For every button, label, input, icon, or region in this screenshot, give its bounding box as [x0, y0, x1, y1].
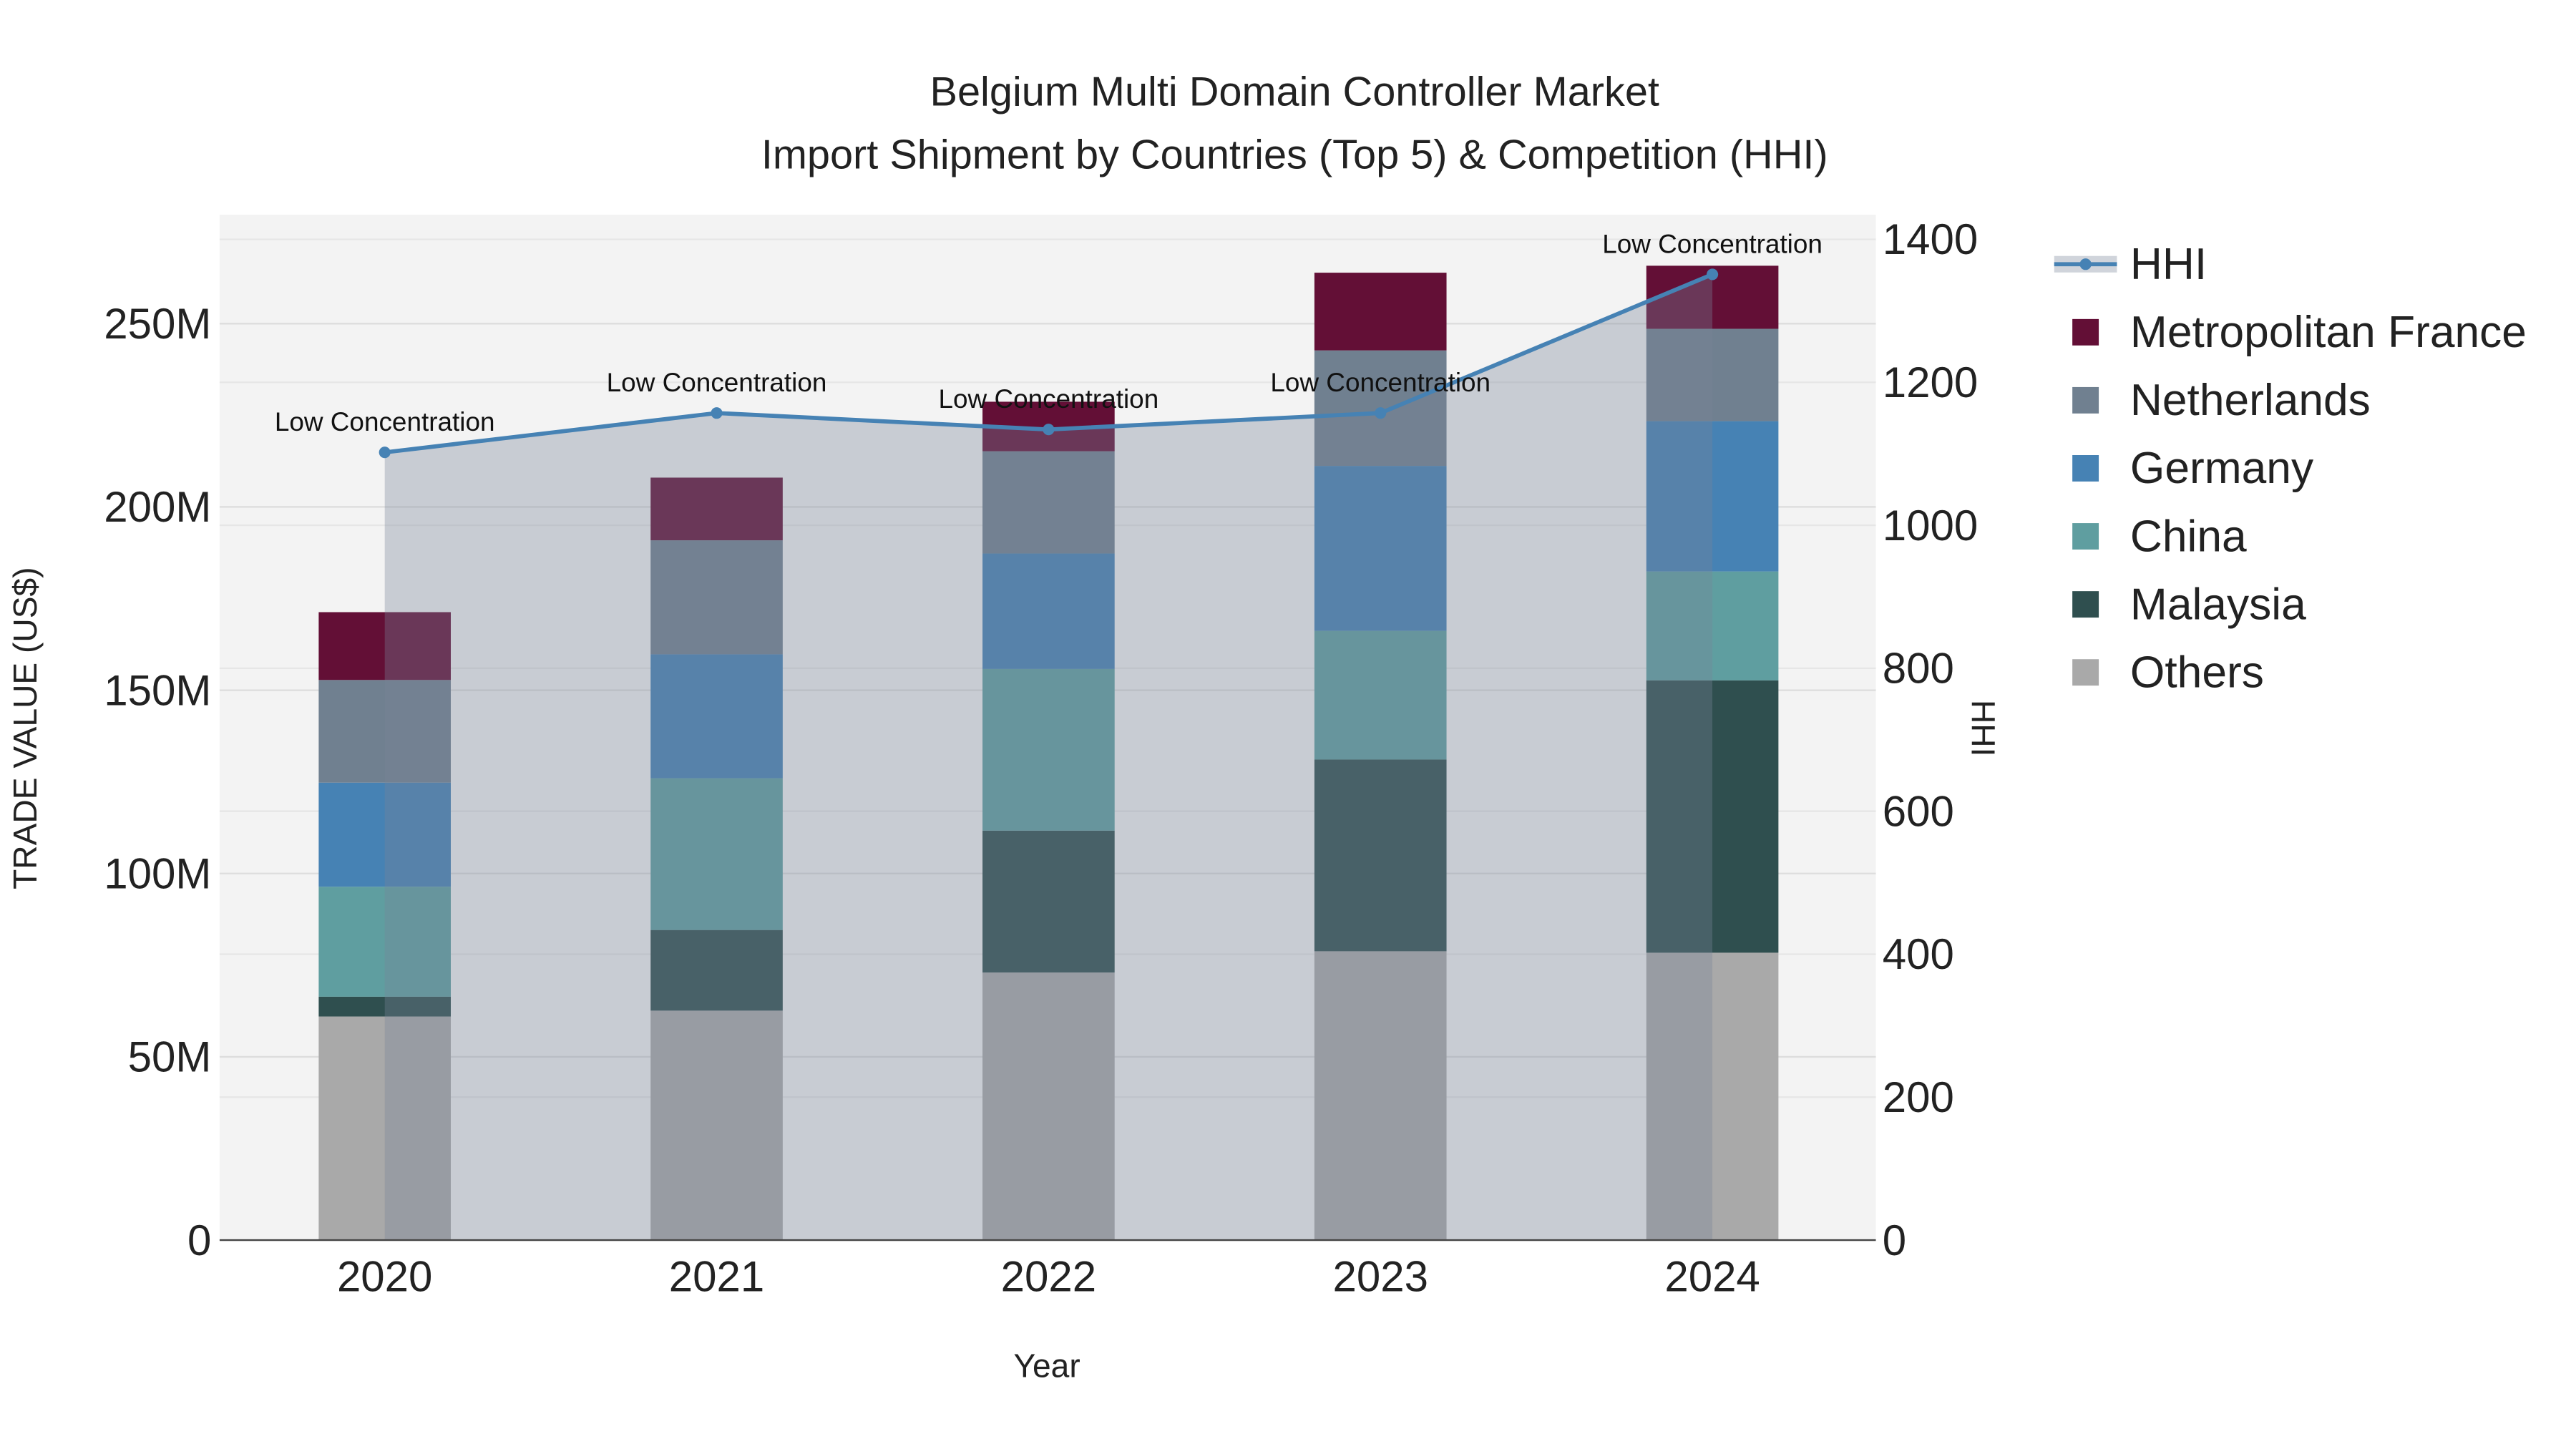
- y2-tick-label: 200: [1883, 1073, 1954, 1121]
- bar-malaysia: [982, 830, 1115, 973]
- bar-others: [650, 1010, 783, 1241]
- hhi-point: [1707, 268, 1719, 280]
- x-tick-label: 2023: [1332, 1253, 1428, 1301]
- legend-swatch: [2072, 523, 2099, 550]
- y2-tick-label: 0: [1883, 1216, 1906, 1264]
- bar-metropolitan-france: [650, 477, 783, 541]
- bar-germany: [318, 782, 451, 887]
- hhi-point: [379, 447, 391, 459]
- bar-metropolitan-france: [1314, 273, 1447, 351]
- y-tick-label: 200M: [104, 483, 211, 531]
- legend-swatch: [2072, 318, 2099, 346]
- y-tick-label: 100M: [104, 850, 211, 898]
- x-tick-label: 2021: [669, 1253, 764, 1301]
- y2-tick-label: 400: [1883, 930, 1954, 978]
- bar-malaysia: [1314, 759, 1447, 952]
- y-axis-label: TRADE VALUE (US$): [6, 567, 44, 889]
- bar-others: [318, 1016, 451, 1241]
- legend-label: Germany: [2130, 444, 2314, 493]
- bar-netherlands: [650, 540, 783, 655]
- bar-germany: [1646, 421, 1779, 572]
- bar-others: [1314, 951, 1447, 1241]
- legend-label: Malaysia: [2130, 580, 2306, 629]
- y2-tick-label: 800: [1883, 645, 1954, 693]
- bar-malaysia: [650, 930, 783, 1011]
- legend-label: Netherlands: [2130, 376, 2371, 425]
- y2-tick-label: 1400: [1883, 215, 1978, 263]
- y-tick-label: 0: [187, 1216, 211, 1264]
- y2-tick-label: 600: [1883, 787, 1954, 835]
- y-tick-label: 50M: [128, 1033, 212, 1081]
- legend-label: HHI: [2130, 240, 2207, 289]
- y2-axis-label: HHI: [1964, 700, 2001, 756]
- y-axis-ticks: 0 50M 100M 150M 200M 250M: [104, 300, 211, 1264]
- y2-tick-label: 1200: [1883, 358, 1978, 406]
- legend-label: Metropolitan France: [2130, 308, 2527, 357]
- hhi-annotation: Low Concentration: [1602, 229, 1823, 258]
- x-axis-ticks: 2020 2021 2022 2023 2024: [337, 1253, 1760, 1301]
- legend-swatch: [2072, 386, 2099, 414]
- bar-others: [1646, 952, 1779, 1241]
- bar-netherlands: [1646, 328, 1779, 421]
- y2-axis-ticks: 0 200 400 600 800 1000 1200 1400: [1883, 215, 1978, 1264]
- bar-metropolitan-france: [318, 612, 451, 680]
- bar-china: [982, 668, 1115, 831]
- hhi-area-fill: [384, 274, 1713, 1241]
- bar-malaysia: [1646, 680, 1779, 953]
- legend-hhi-marker: [2079, 258, 2092, 270]
- bar-netherlands: [982, 451, 1115, 554]
- bar-china: [1646, 571, 1779, 680]
- bar-malaysia: [318, 996, 451, 1017]
- bar-china: [1314, 630, 1447, 760]
- bar-germany: [982, 553, 1115, 669]
- legend-label: Others: [2130, 648, 2264, 697]
- hhi-line: [379, 268, 1719, 459]
- hhi-point: [711, 407, 723, 419]
- bar-china: [318, 887, 451, 997]
- legend: HHI Metropolitan France Netherlands Germany…: [2054, 240, 2527, 697]
- x-tick-label: 2024: [1664, 1253, 1760, 1301]
- annotations: Low Concentration Low Concentration Low Co…: [275, 229, 1823, 436]
- legend-swatch: [2072, 591, 2099, 618]
- bar-germany: [1314, 466, 1447, 631]
- hhi-annotation: Low Concentration: [607, 368, 827, 397]
- bar-others: [982, 972, 1115, 1241]
- x-tick-label: 2020: [337, 1253, 432, 1301]
- legend-swatch: [2072, 659, 2099, 686]
- legend-swatch: [2072, 455, 2099, 482]
- hhi-area: [384, 274, 1713, 1241]
- bar-china: [650, 778, 783, 930]
- legend-label: China: [2130, 512, 2247, 561]
- chart-subtitle: Import Shipment by Countries (Top 5) & C…: [761, 132, 1828, 177]
- y-tick-label: 150M: [104, 666, 211, 714]
- x-axis-label: Year: [1013, 1347, 1080, 1385]
- hhi-point: [1375, 407, 1387, 419]
- hhi-annotation: Low Concentration: [275, 407, 495, 436]
- chart-title: Belgium Multi Domain Controller Market: [930, 69, 1659, 115]
- hhi-point: [1043, 424, 1055, 436]
- bar-germany: [650, 654, 783, 779]
- x-tick-label: 2022: [1001, 1253, 1096, 1301]
- y-tick-label: 250M: [104, 300, 211, 348]
- hhi-annotation: Low Concentration: [939, 384, 1159, 414]
- hhi-annotation: Low Concentration: [1270, 368, 1491, 397]
- y2-tick-label: 1000: [1883, 502, 1978, 550]
- bar-netherlands: [318, 680, 451, 783]
